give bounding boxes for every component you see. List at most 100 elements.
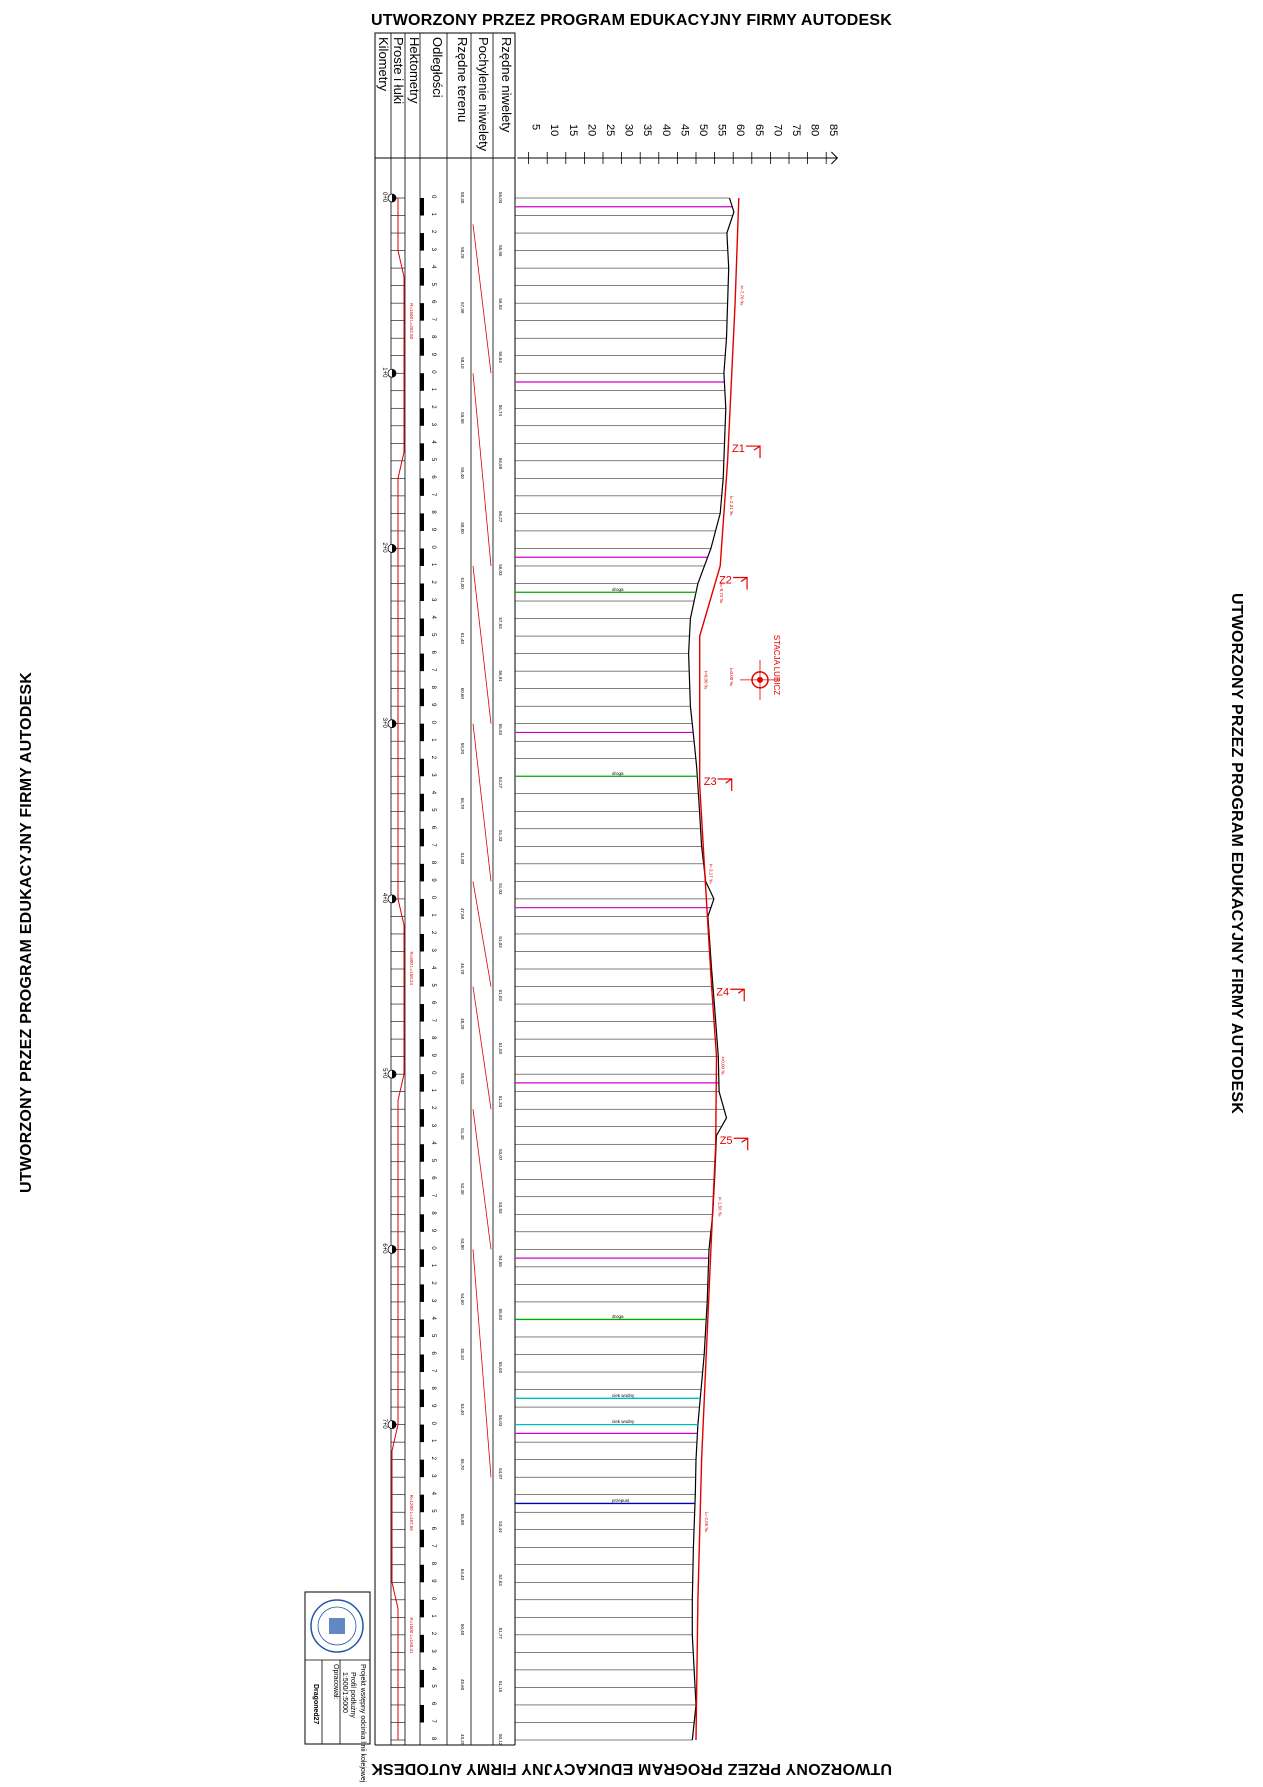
hecto-digit: 3 <box>430 948 436 952</box>
hecto-digit: 1 <box>430 388 436 392</box>
kilometer-marker-fill <box>392 369 396 378</box>
hecto-digit: 7 <box>430 493 436 497</box>
hecto-bar <box>420 268 424 286</box>
hecto-digit: 2 <box>430 1281 436 1285</box>
grade-elevation-value: 51,33 <box>498 1096 503 1108</box>
stop-label: Z5 <box>720 1135 733 1147</box>
axis-tick-label: 20 <box>585 124 597 136</box>
ground-elevation-value: 48,20 <box>460 1018 465 1030</box>
stop-flag-icon <box>717 778 733 792</box>
hecto-digit: 1 <box>430 213 436 217</box>
hecto-digit: 6 <box>430 1702 436 1706</box>
hecto-digit: 2 <box>430 581 436 585</box>
axis-tick-label: 70 <box>771 124 783 136</box>
hecto-digit: 8 <box>430 686 436 690</box>
gradient-label: i=0,00 ‰ <box>704 671 709 690</box>
grade-elevation-value: 56,93 <box>498 298 503 310</box>
ground-elevation-value: 61,00 <box>460 578 465 590</box>
hecto-digit: 7 <box>430 668 436 672</box>
stop-flag-icon <box>730 988 745 1002</box>
hecto-digit: 8 <box>430 335 436 339</box>
hecto-digit: 7 <box>430 843 436 847</box>
hecto-bar <box>420 548 424 566</box>
hecto-bar <box>420 1529 424 1548</box>
hecto-digit: 3 <box>430 773 436 777</box>
axis-tick-label: 15 <box>567 124 579 136</box>
grade-line <box>695 197 740 1741</box>
row-label: Proste i łuki <box>391 37 406 104</box>
ground-elevation-value: 51,80 <box>460 853 465 865</box>
ground-elevation-value: 55,80 <box>460 1514 465 1526</box>
ground-elevation-value: 54,60 <box>460 1293 465 1305</box>
kilometer-marker-fill <box>392 544 396 553</box>
kilometer-marker-fill <box>392 894 396 903</box>
kilometer-marker-fill <box>392 719 396 728</box>
ground-elevation-value: 59,40 <box>460 467 465 479</box>
hecto-digit: 9 <box>430 1404 436 1408</box>
ground-elevation-value: 58,20 <box>460 247 465 259</box>
hecto-digit: 0 <box>430 195 436 199</box>
grade-elevation-value: 57,93 <box>498 617 503 629</box>
hecto-digit: 9 <box>430 1054 436 1058</box>
title-project: Projekt wstępny odcinka linii kolejowej <box>359 1664 366 1783</box>
grade-elevation-value: 56,58 <box>498 458 503 470</box>
hecto-bar <box>420 1599 424 1618</box>
stop-label: Z2 <box>719 575 732 587</box>
watermark-top: UTWORZONY PRZEZ PROGRAM EDUKACYJNY FIRMY… <box>371 12 892 29</box>
hecto-digit: 3 <box>430 1299 436 1303</box>
grade-elevation-value: 51,03 <box>498 1043 503 1055</box>
hecto-bar <box>420 1109 424 1127</box>
gradient-label: i=0,00 ‰ <box>720 1057 725 1076</box>
curve-label: R=1500 L=168.31 <box>409 1617 414 1654</box>
crossing-label: droga <box>612 771 624 776</box>
gradient-label: i=-1,56 ‰ <box>717 1197 722 1217</box>
hecto-digit: 8 <box>430 1387 436 1391</box>
hecto-digit: 7 <box>430 1019 436 1023</box>
hecto-bar <box>420 338 424 356</box>
grade-elevation-value: 51,77 <box>498 1628 503 1640</box>
hecto-bar <box>420 1144 424 1162</box>
hecto-digit: 4 <box>430 966 436 970</box>
hecto-digit: 6 <box>430 1176 436 1180</box>
grade-elevation-value: 56,74 <box>498 405 503 417</box>
hecto-digit: 0 <box>430 1597 436 1601</box>
hecto-bar <box>420 513 424 531</box>
station-grade-note: i=0.00 ‰ <box>729 668 734 687</box>
grade-elevation-value: 54,55 <box>498 1255 503 1267</box>
axis-tick-label: 10 <box>548 124 560 136</box>
kilometer-label: 2+0 <box>381 542 387 553</box>
hecto-digit: 7 <box>430 1369 436 1373</box>
kilometer-label: 0+0 <box>381 192 387 203</box>
kilometer-label: 5+0 <box>381 1068 387 1079</box>
hecto-digit: 3 <box>430 1649 436 1653</box>
ground-elevation-value: 47,50 <box>460 908 465 920</box>
axis-tick-label: 5 <box>530 124 542 130</box>
kilometer-label: 4+0 <box>381 893 387 904</box>
kilometer-marker-fill <box>392 1070 396 1079</box>
crossings: droga droga droga ciek wodny ciek wodny przep… <box>515 587 707 1505</box>
hecto-bar <box>420 1669 424 1688</box>
hecto-digit: 6 <box>430 1527 436 1531</box>
title-drawing: Profil podłużny <box>349 1672 356 1718</box>
hecto-digit: 0 <box>430 1422 436 1426</box>
hecto-bar <box>420 198 424 216</box>
hecto-bar <box>420 758 424 777</box>
hecto-digit: 6 <box>430 475 436 479</box>
grade-elevation-value: 53,27 <box>498 777 503 789</box>
table-columns <box>390 33 494 1745</box>
station-symbol: STACJA LUBICZ i=0.00 ‰ <box>729 635 781 700</box>
hecto-bar <box>420 1354 424 1373</box>
ground-elevation-value: 60,60 <box>460 688 465 700</box>
hecto-digit: 4 <box>430 1492 436 1496</box>
grade-elevation-value: 51,15 <box>498 1681 503 1693</box>
hecto-digit: 6 <box>430 1001 436 1005</box>
ground-elevation-value: 56,70 <box>460 798 465 810</box>
hecto-digit: 0 <box>430 1246 436 1250</box>
axis-tick-label: 75 <box>790 124 802 136</box>
gradient-table-line <box>472 986 492 1110</box>
hecto-digit: 4 <box>430 1667 436 1671</box>
hecto-digit: 1 <box>430 1439 436 1443</box>
hecto-bar <box>420 793 424 812</box>
hecto-bar <box>420 373 424 391</box>
hecto-bar <box>420 1704 424 1723</box>
